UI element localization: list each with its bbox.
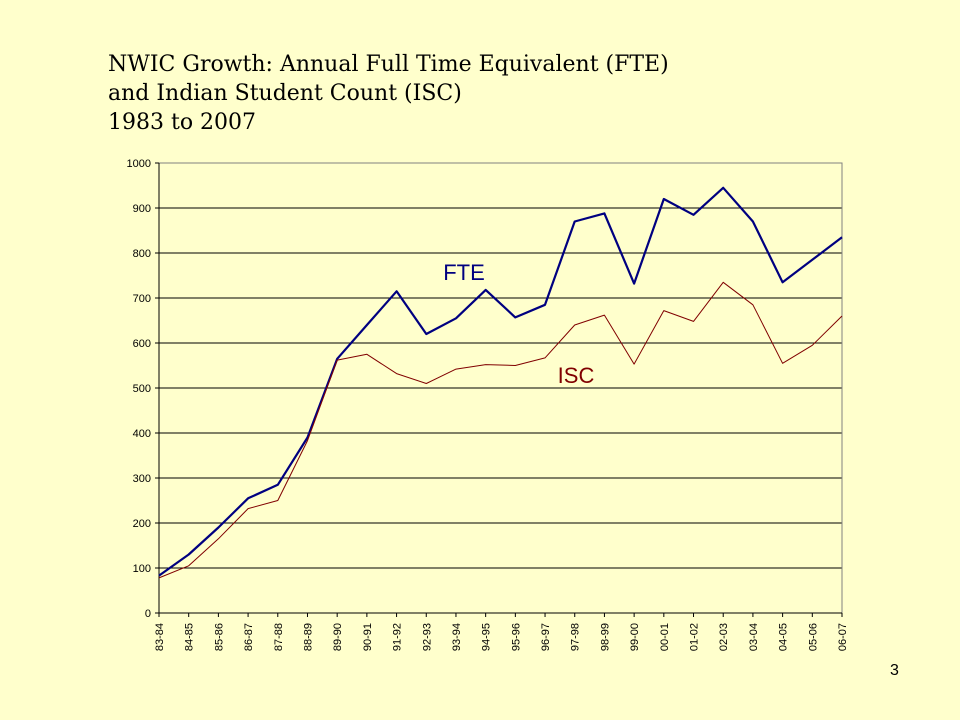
x-tick-label: 88-89 [302,623,314,651]
x-tick-label: 05-06 [807,623,819,651]
x-tick-label: 96-97 [540,623,552,651]
x-tick-label: 92-93 [421,623,433,651]
y-tick-label: 0 [145,608,151,620]
y-tick-label: 1000 [127,158,151,170]
x-tick-label: 99-00 [629,623,641,651]
title-line-1: NWIC Growth: Annual Full Time Equivalent… [108,52,669,77]
x-tick-label: 94-95 [481,623,493,651]
x-tick-label: 04-05 [778,623,790,651]
x-tick-label: 01-02 [689,623,701,651]
y-tick-label: 800 [133,248,151,260]
series-lines [158,186,843,579]
y-tick-label: 500 [133,383,151,395]
x-tick-label: 85-86 [213,623,225,651]
x-tick-label: 83-84 [154,623,166,651]
grid-lines [159,207,842,569]
x-tick-label: 00-01 [659,623,671,651]
x-tick-label: 89-90 [332,623,344,651]
x-tick-label: 93-94 [451,623,463,651]
x-tick-label: 95-96 [510,623,522,651]
page-number: 3 [890,662,899,679]
y-tick-label: 400 [133,428,151,440]
y-tick-label: 200 [133,518,151,530]
y-tick-label: 600 [133,338,151,350]
title-line-2: and Indian Student Count (ISC) [108,81,462,106]
chart-title: NWIC Growth: Annual Full Time Equivalent… [108,50,669,137]
y-tick-label: 900 [133,203,151,215]
x-tick-label: 87-88 [273,623,285,651]
x-tick-label: 86-87 [243,623,255,651]
x-tick-label: 84-85 [184,623,196,651]
y-tick-label: 700 [133,293,151,305]
x-tick-label: 03-04 [748,623,760,651]
y-tick-label: 300 [133,473,151,485]
y-axis-ticks: 0 100 200 300 400 500 600 700 800 900 1000 [127,158,160,620]
x-axis-ticks: 83-84 84-85 85-86 86-87 87-88 88-89 89-90 90-91… [154,612,849,651]
title-line-3: 1983 to 2007 [108,110,257,135]
x-tick-label: 02-03 [718,623,730,651]
x-tick-label: 98-99 [599,623,611,651]
series-line-fte [158,186,843,577]
x-tick-label: 90-91 [362,623,374,651]
series-labels: FTE ISC [443,260,594,388]
x-tick-label: 06-07 [837,623,849,651]
series-label-fte: FTE [443,260,485,285]
x-tick-label: 91-92 [392,623,404,651]
x-tick-label: 97-98 [570,623,582,651]
series-label-isc: ISC [558,363,595,388]
series-line-isc [158,281,843,579]
y-tick-label: 100 [133,563,151,575]
